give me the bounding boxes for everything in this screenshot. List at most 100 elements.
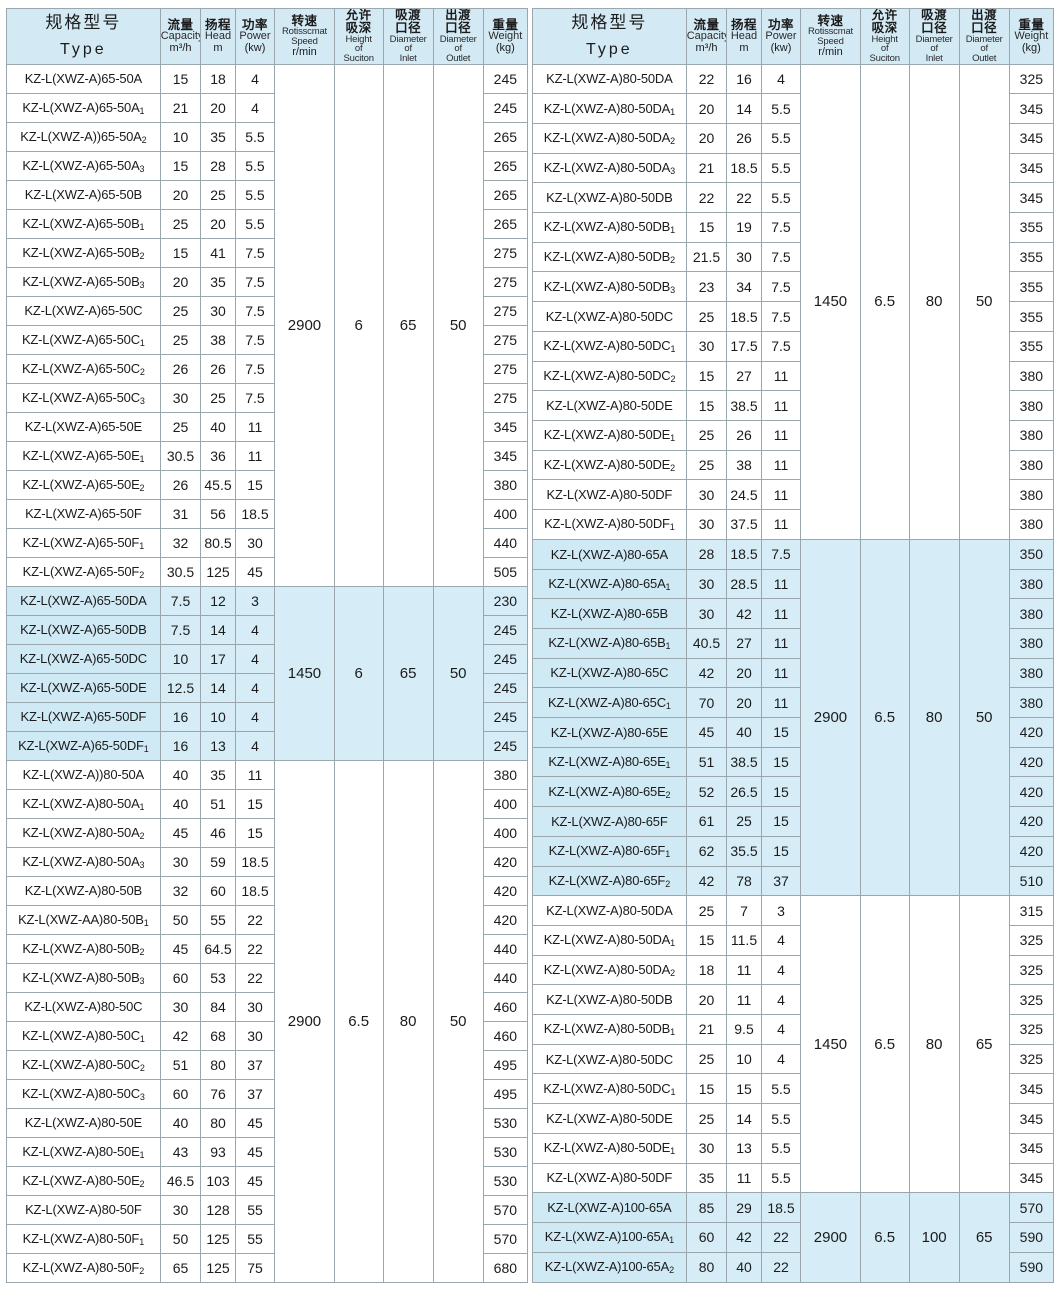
cell-model: KZ-L(XWZ-A)80-50F [6,1194,161,1225]
model-subscript: 1 [139,337,145,348]
model-subscript: 1 [665,641,671,652]
header-power-cn: 功率 [241,17,268,32]
cell-head: 46 [200,817,236,848]
cell-capacity: 20 [685,984,728,1016]
table-row: KZ-L(XWZ-A)80-65F 61 25 15 420 [532,806,1055,837]
table-row: KZ-L(XWZ-A)80-50DB1 15 19 7.5 355 [532,212,1055,243]
cell-capacity: 31 [159,498,202,529]
header-type-cn: 规格型号 [45,13,122,33]
table-row: KZ-L(XWZ-A)65-50DF1 16 13 4 245 [6,730,529,761]
model-subscript: 2 [139,1178,145,1189]
cell-outlet-diameter: 50 [958,63,1010,540]
cell-weight: 275 [482,324,529,355]
cell-power: 7.5 [234,353,276,384]
cell-capacity: 52 [685,776,728,808]
cell-model: KZ-L(XWZ-A)80-65E2 [532,776,687,808]
header-weight-cn: 重量 [492,17,519,32]
table-row: KZ-L(XWZ-A)80-50DE 15 38.5 11 380 [532,390,1055,421]
header-speed-cn: 转速 [817,13,844,28]
cell-power: 37 [234,1049,276,1080]
table-row: KZ-L(XWZ-A)80-50DF 30 24.5 11 380 [532,479,1055,511]
model-subscript: 1 [665,849,670,860]
cell-power: 18.5 [760,1192,802,1223]
left-table-wrapper: 规格型号 Type 流量 Capacity m³/h 扬程 Head m 功率 Power (kw)… [6,8,529,1284]
cell-head: 125 [200,1252,236,1284]
table-row: KZ-L(XWZ-A)80-50DE1 25 26 11 380 [532,420,1055,451]
cell-capacity: 40 [159,788,202,819]
cell-weight: 245 [482,614,529,645]
model-subscript: 1 [670,1027,675,1038]
cell-power: 11 [760,420,802,451]
cell-capacity: 70 [685,687,728,719]
cell-weight: 245 [482,701,529,732]
cell-weight: 325 [1008,1043,1055,1075]
cell-model: KZ-L(XWZ-A)65-50F [6,498,161,529]
cell-model: KZ-L(XWZ-A)80-65F1 [532,835,687,867]
cell-model: KZ-L(XWZ-A)80-50DF [532,479,687,511]
cell-model: KZ-L(XWZ-A)80-50DF1 [532,509,687,540]
cell-head: 27 [726,360,762,392]
cell-inlet-diameter: 65 [382,63,434,587]
header-inlet-diameter-cn: 吸渡 口径 [395,8,422,35]
cell-head: 25 [200,382,236,413]
cell-weight: 265 [482,121,529,152]
cell-capacity: 30 [685,479,728,511]
cell-weight: 400 [482,788,529,819]
cell-weight: 345 [1008,93,1055,124]
cell-model: KZ-L(XWZ-A)80-50DB1 [532,212,687,243]
cell-power: 11 [234,759,276,790]
cell-weight: 265 [482,150,529,181]
cell-model: KZ-L(XWZ-A))80-50A [6,759,161,790]
table-row: KZ-L(XWZ-A)80-50DB3 23 34 7.5 355 [532,271,1055,303]
cell-weight: 275 [482,382,529,413]
header-capacity-en: Capacity [686,30,727,43]
cell-head: 15 [726,1073,762,1105]
table-row: KZ-L(XWZ-A)80-50A3 30 59 18.5 420 [6,846,529,877]
cell-power: 3 [234,585,276,616]
cell-power: 15 [234,469,276,500]
table-header-right: 规格型号 Type 流量 Capacity m³/h 扬程 Head m 功率 Power (kw)… [532,8,1055,65]
header-type: 规格型号 Type [532,8,687,65]
cell-head: 20 [726,657,762,689]
cell-capacity: 30 [685,598,728,629]
cell-weight: 530 [482,1107,529,1138]
cell-model: KZ-L(XWZ-A)80-50A1 [6,788,161,819]
header-power: 功率 Power (kw) [234,8,276,65]
cell-weight: 245 [482,63,529,94]
cell-suction-height: 6.5 [859,895,910,1194]
header-suction-height: 允许 吸深 Height of Suciton [333,8,384,65]
cell-weight: 380 [1008,687,1055,719]
cell-model: KZ-L(XWZ-A)65-50A1 [6,92,161,123]
cell-weight: 345 [1008,152,1055,184]
cell-power: 5.5 [760,182,802,214]
model-subscript: 1 [665,700,671,711]
table-row: KZ-L(XWZ-A)80-50DA 22 16 4 1450 6.5 80 50 325 [532,63,1055,540]
cell-model: KZ-L(XWZ-A)65-50B1 [6,208,161,239]
cell-weight: 505 [482,556,529,587]
model-subscript: 1 [139,540,144,551]
header-suction-height-cn: 允许 吸深 [871,8,898,35]
cell-weight: 345 [1008,1162,1055,1194]
table-row: KZ-L(XWZ-A)65-50DE 12.5 14 4 245 [6,672,529,703]
cell-head: 10 [200,701,236,732]
header-capacity: 流量 Capacity m³/h [685,8,728,65]
cell-model: KZ-L(XWZ-A)80-50DA1 [532,924,687,956]
cell-head: 20 [726,687,762,719]
cell-weight: 420 [482,904,529,935]
cell-model: KZ-L(XWZ-A)65-50B [6,179,161,210]
model-subscript: 1 [665,581,671,592]
cell-power: 11 [234,440,276,471]
cell-weight: 380 [1008,509,1055,540]
cell-power: 5.5 [760,152,802,184]
cell-head: 80 [200,1107,236,1138]
cell-weight: 530 [482,1165,529,1196]
cell-weight: 380 [1008,479,1055,511]
cell-inlet-diameter: 100 [908,1192,960,1283]
model-subscript: 1 [670,1146,675,1157]
cell-model: KZ-L(XWZ-A)65-50DE [6,672,161,703]
cell-model: KZ-L(XWZ-A)80-65A [532,538,687,570]
table-row: KZ-L(XWZ-A)80-65F2 42 78 37 510 [532,865,1055,897]
cell-head: 12 [200,585,236,616]
cell-weight: 355 [1008,241,1055,273]
cell-power: 4 [234,730,276,761]
